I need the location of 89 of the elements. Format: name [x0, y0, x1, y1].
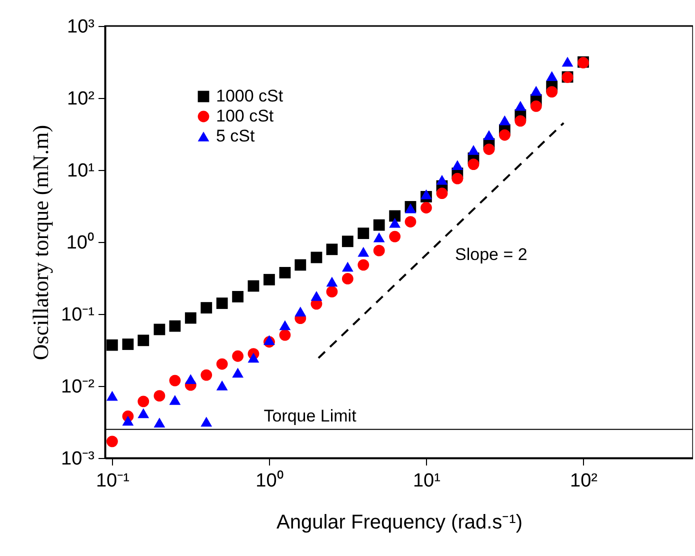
point: [436, 174, 448, 185]
point: [498, 115, 510, 126]
point: [483, 144, 495, 155]
point: [169, 374, 181, 386]
point: [420, 189, 432, 200]
y-tick-label: 10⁻³: [61, 448, 94, 470]
point: [216, 358, 228, 370]
point: [184, 374, 196, 384]
point: [169, 320, 181, 332]
point: [216, 298, 228, 309]
point: [468, 144, 480, 155]
point: [358, 259, 370, 271]
point: [452, 172, 464, 184]
point: [138, 396, 150, 408]
point: [483, 130, 495, 140]
point: [279, 266, 291, 278]
point: [154, 390, 166, 402]
point: [342, 273, 354, 284]
point: [562, 56, 574, 67]
point: [200, 416, 212, 427]
point: [436, 188, 448, 200]
point: [154, 418, 166, 428]
legend-label: 1000 cSt: [216, 86, 284, 106]
point: [326, 286, 338, 298]
point: [326, 276, 338, 287]
point: [514, 115, 526, 127]
point: [184, 312, 196, 324]
point: [342, 262, 354, 272]
point: [342, 236, 354, 248]
y-tick-label: 10³: [67, 16, 94, 38]
point: [389, 230, 401, 242]
point: [310, 252, 322, 264]
point: [358, 228, 370, 240]
point: [294, 306, 306, 317]
point: [106, 339, 118, 351]
x-tick-label: 10²: [570, 470, 598, 492]
point: [546, 86, 558, 98]
point: [530, 86, 542, 96]
point: [279, 329, 291, 341]
x-tick-label: 10¹: [412, 470, 440, 492]
point: [420, 202, 432, 214]
point: [389, 210, 401, 222]
ref-line-label: Torque Limit: [264, 406, 357, 426]
point: [326, 244, 338, 256]
point: [106, 390, 118, 401]
point: [232, 350, 244, 362]
point: [389, 218, 401, 228]
point: [546, 71, 558, 81]
x-tick-label: 10⁰: [256, 470, 284, 492]
point: [264, 274, 275, 286]
point: [200, 369, 212, 381]
point: [169, 395, 181, 405]
point: [373, 244, 385, 256]
point: [106, 436, 118, 448]
point: [138, 408, 150, 418]
point: [373, 219, 385, 231]
point: [248, 352, 260, 363]
legend-label: 5 cSt: [216, 126, 256, 146]
point: [248, 280, 260, 292]
point: [200, 302, 212, 314]
point: [530, 100, 542, 112]
y-tick-label: 10¹: [67, 160, 94, 182]
x-axis-title: Angular Frequency (rad.s⁻¹): [276, 512, 522, 534]
point: [232, 290, 244, 302]
point: [404, 216, 416, 228]
point: [122, 338, 134, 350]
x-tick-label: 10⁻¹: [96, 470, 130, 492]
point: [138, 334, 150, 346]
y-tick-label: 10²: [67, 88, 94, 110]
point: [498, 129, 510, 141]
point: [373, 232, 385, 242]
point: [122, 416, 134, 426]
point: [358, 246, 370, 257]
y-axis-title: Oscillatory torque (mN.m): [28, 124, 54, 360]
point: [310, 291, 322, 301]
point: [514, 100, 526, 111]
point: [216, 380, 228, 390]
point: [279, 320, 291, 330]
y-tick-label: 10⁰: [66, 232, 94, 254]
y-tick-label: 10⁻¹: [61, 304, 94, 326]
point: [452, 160, 464, 170]
point: [232, 368, 244, 378]
point: [154, 324, 166, 336]
point: [264, 335, 275, 345]
annotation: Slope = 2: [455, 245, 528, 264]
point: [294, 259, 306, 271]
y-tick-label: 10⁻²: [61, 376, 94, 398]
point: [468, 158, 480, 170]
legend-label: 100 cSt: [216, 106, 274, 126]
